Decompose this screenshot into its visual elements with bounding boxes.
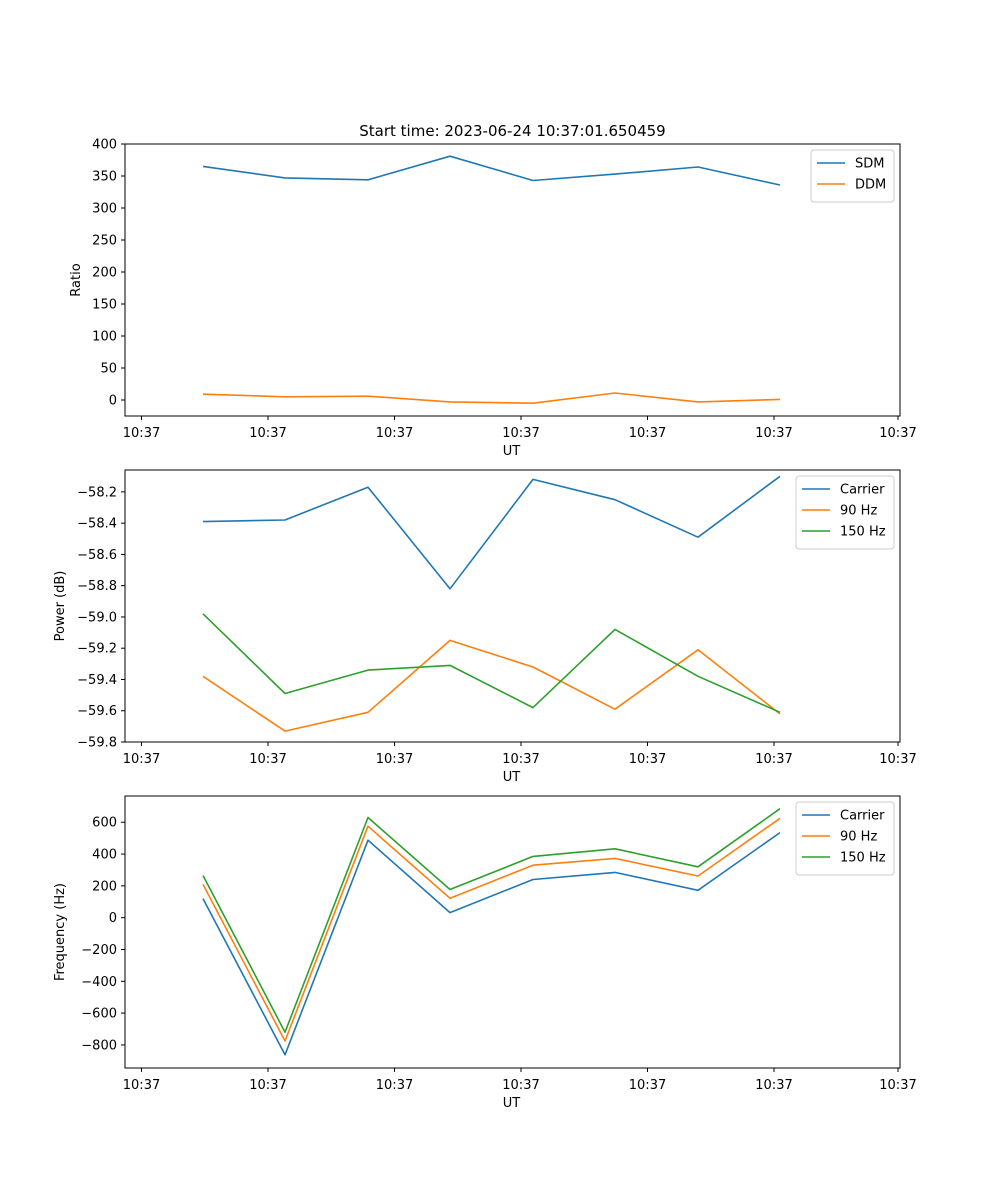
y-tick-label: −58.8 — [77, 579, 117, 594]
axes-frame — [124, 469, 901, 743]
y-tick-label: 400 — [92, 848, 117, 863]
y-tick-label: −400 — [81, 975, 117, 990]
legend-label-carrier: Carrier — [840, 483, 885, 498]
y-tick-label: 150 — [92, 298, 117, 313]
y-tick-label: 400 — [92, 138, 117, 153]
x-tick-label: 10:37 — [376, 426, 413, 441]
x-tick-label: 10:37 — [376, 752, 413, 767]
y-tick-label: −59.4 — [77, 673, 117, 688]
series-line-150-hz — [202, 808, 781, 1033]
x-axis-label: UT — [503, 1096, 521, 1111]
x-tick-label: 10:37 — [755, 426, 792, 441]
x-tick-label: 10:37 — [755, 1078, 792, 1093]
x-tick-label: 10:37 — [502, 752, 539, 767]
y-tick-label: 200 — [92, 879, 117, 894]
x-tick-label: 10:37 — [249, 1078, 286, 1093]
y-tick-label: 50 — [100, 362, 117, 377]
x-tick-label: 10:37 — [376, 1078, 413, 1093]
axes-frame — [124, 143, 901, 417]
series-line-90-hz — [202, 817, 781, 1042]
x-tick-label: 10:37 — [123, 752, 160, 767]
x-tick-label: 10:37 — [502, 426, 539, 441]
series-line-150-hz — [202, 613, 781, 714]
y-tick-label: −600 — [81, 1007, 117, 1022]
x-tick-label: 10:37 — [502, 1078, 539, 1093]
x-tick-label: 10:37 — [879, 1078, 916, 1093]
y-tick-label: 100 — [92, 330, 117, 345]
x-tick-label: 10:37 — [879, 426, 916, 441]
chart-title: Start time: 2023-06-24 10:37:01.650459 — [359, 122, 665, 140]
y-axis-label: Power (dB) — [53, 571, 68, 642]
legend: Carrier 90 Hz 150 Hz — [795, 801, 895, 876]
series-line-90-hz — [202, 639, 781, 732]
x-tick-label: 10:37 — [879, 752, 916, 767]
y-tick-label: −59.8 — [77, 736, 117, 751]
y-tick-label: 0 — [109, 394, 117, 409]
x-tick-label: 10:37 — [629, 1078, 666, 1093]
panel-3: −800 −600 −400 −200 0 200 400 600 10:37 10:37 10:3… — [53, 795, 917, 1111]
y-tick-label: 350 — [92, 170, 117, 185]
y-tick-label: 300 — [92, 202, 117, 217]
y-tick-label: −58.4 — [77, 517, 117, 532]
x-tick-label: 10:37 — [249, 426, 286, 441]
x-axis-label: UT — [503, 444, 521, 459]
x-tick-label: 10:37 — [249, 752, 286, 767]
series-line-carrier — [202, 831, 781, 1056]
legend-label-90-hz: 90 Hz — [840, 830, 877, 845]
y-tick-label: −59.2 — [77, 642, 117, 657]
series-line-sdm — [202, 155, 781, 186]
x-tick-label: 10:37 — [629, 752, 666, 767]
panels: 0 50 100 150 200 250 300 350 400 10:37 10:37 10:37 1… — [53, 138, 917, 1112]
y-tick-label: −59.6 — [77, 704, 117, 719]
y-tick-label: 600 — [92, 816, 117, 831]
y-tick-label: −58.2 — [77, 485, 117, 500]
legend: SDM DDM — [810, 149, 895, 203]
legend-label-150-hz: 150 Hz — [840, 525, 886, 540]
legend-label-150-hz: 150 Hz — [840, 851, 886, 866]
y-tick-label: −800 — [81, 1038, 117, 1053]
panel-1: 0 50 100 150 200 250 300 350 400 10:37 10:37 10:37 1… — [69, 138, 917, 460]
legend-label-sdm: SDM — [855, 157, 884, 172]
y-axis-label: Frequency (Hz) — [53, 883, 68, 981]
y-tick-label: 200 — [92, 266, 117, 281]
y-axis-label: Ratio — [69, 263, 84, 296]
legend-label-ddm: DDM — [855, 178, 886, 193]
y-tick-label: −200 — [81, 943, 117, 958]
legend-label-carrier: Carrier — [840, 809, 885, 824]
x-tick-label: 10:37 — [629, 426, 666, 441]
legend-label-90-hz: 90 Hz — [840, 504, 877, 519]
y-tick-label: −59.0 — [77, 610, 117, 625]
x-tick-label: 10:37 — [123, 1078, 160, 1093]
panel-2: −59.8 −59.6 −59.4 −59.2 −59.0 −58.8 −58.6 −58.4… — [53, 469, 917, 785]
y-tick-label: 250 — [92, 234, 117, 249]
axes-frame — [124, 795, 901, 1069]
series-line-ddm — [202, 392, 781, 405]
y-tick-label: 0 — [109, 911, 117, 926]
x-axis-label: UT — [503, 770, 521, 785]
series-line-carrier — [202, 475, 781, 590]
legend: Carrier 90 Hz 150 Hz — [795, 475, 895, 550]
x-tick-label: 10:37 — [755, 752, 792, 767]
y-tick-label: −58.6 — [77, 548, 117, 563]
x-tick-label: 10:37 — [123, 426, 160, 441]
